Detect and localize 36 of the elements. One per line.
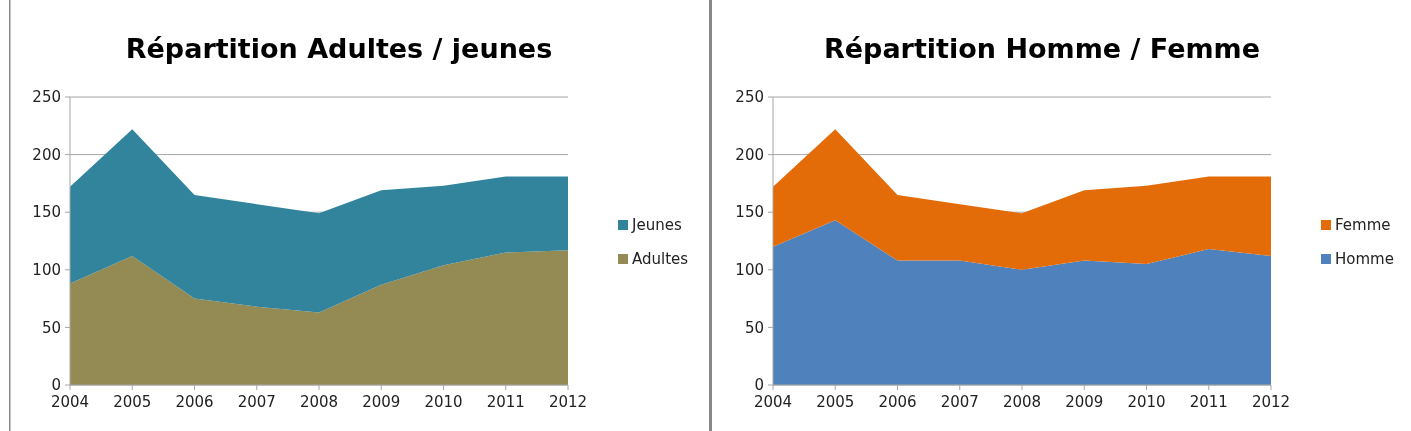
x-tick-label: 2006 [878,393,917,411]
y-tick-label: 250 [735,88,764,107]
chart-title: Répartition Homme / Femme [823,33,1261,64]
y-tick-label: 150 [32,203,61,222]
x-tick-label: 2004 [50,393,90,411]
x-tick-label: 2007 [940,393,979,411]
x-tick-label: 2006 [175,393,214,411]
y-tick-label: 50 [41,318,61,337]
x-tick-label: 2011 [486,393,525,411]
x-tick-label: 2005 [113,393,152,411]
y-tick-label: 50 [744,318,764,337]
x-tick-label: 2011 [1189,393,1228,411]
x-tick-label: 2008 [1002,393,1042,411]
x-tick-label: 2008 [299,393,339,411]
y-tick-label: 250 [32,88,61,107]
x-tick-label: 2010 [424,393,463,411]
x-tick-label: 2009 [362,393,401,411]
x-tick-label: 2007 [237,393,276,411]
x-tick-label: 2009 [1065,393,1104,411]
y-tick-label: 150 [735,203,764,222]
x-tick-label: 2012 [1251,393,1291,411]
y-tick-label: 200 [735,145,764,164]
y-tick-label: 100 [735,261,764,280]
y-tick-label: 0 [51,376,61,395]
x-tick-label: 2010 [1127,393,1166,411]
chart-title: Répartition Adultes / jeunes [125,33,553,64]
legend-label: Jeunes [631,216,682,235]
x-tick-label: 2005 [816,393,855,411]
y-tick-label: 100 [32,261,61,280]
y-tick-label: 0 [754,376,764,395]
x-tick-label: 2012 [548,393,588,411]
legend-label: Adultes [632,250,689,269]
legend-label: Femme [1335,216,1391,235]
y-tick-label: 200 [32,145,61,164]
x-tick-label: 2004 [753,393,793,411]
legend-label: Homme [1335,250,1394,269]
